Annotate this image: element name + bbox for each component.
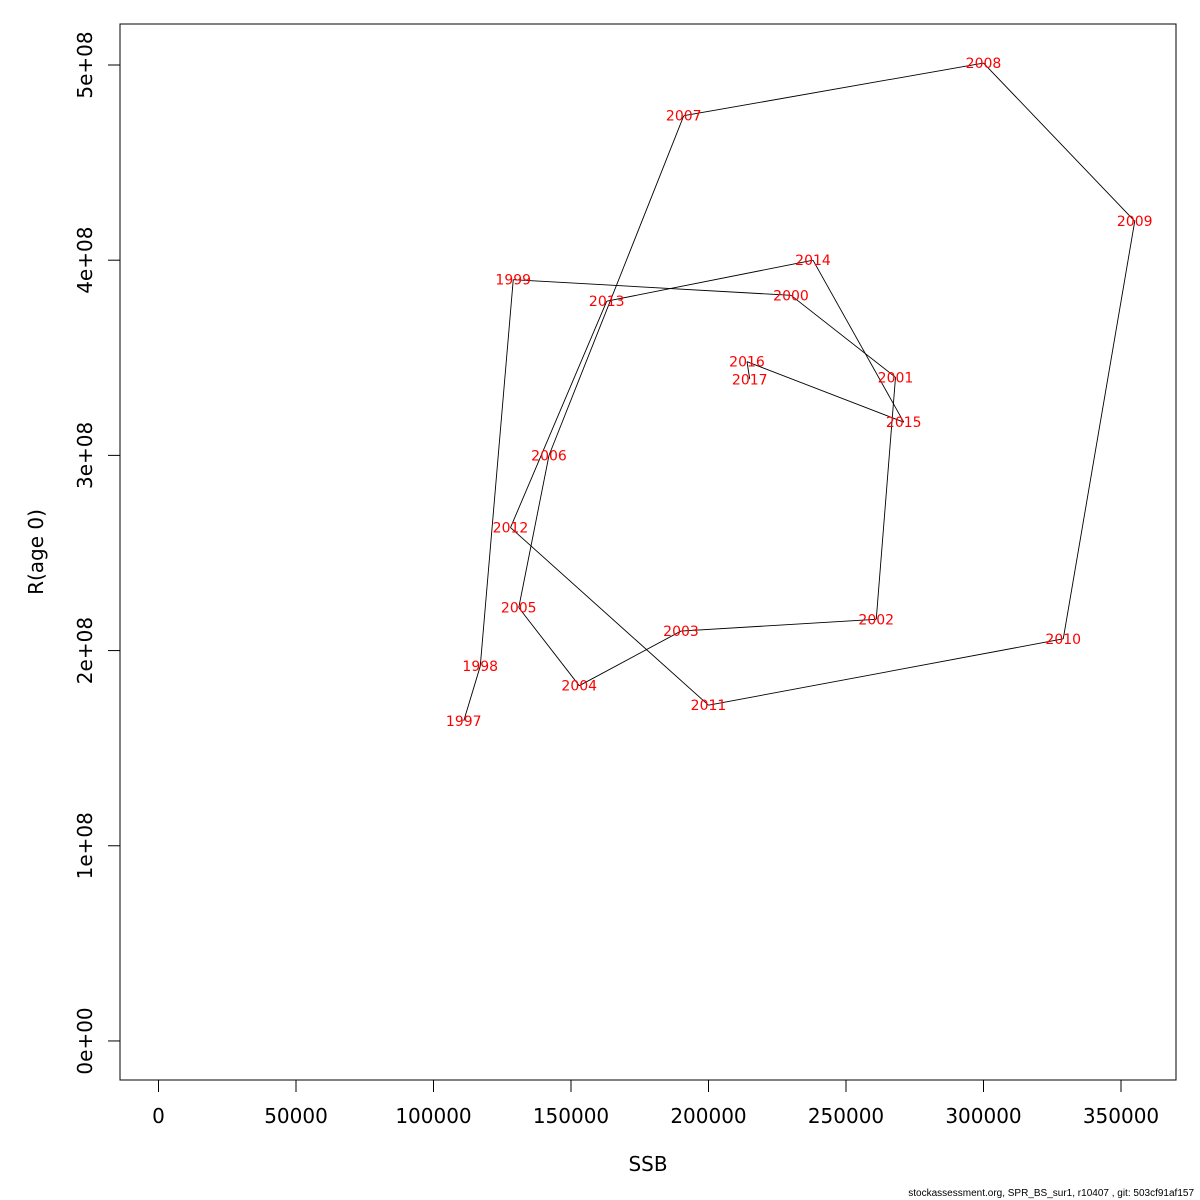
path-segment-2013-2014 <box>606 259 814 302</box>
path-segment-2005-2006 <box>518 455 550 608</box>
path-segment-2010-2011 <box>708 638 1064 706</box>
x-tick-label: 350000 <box>1083 1104 1159 1128</box>
year-label-2005: 2005 <box>501 601 537 617</box>
path-segment-1999-2000 <box>513 279 792 296</box>
year-label-1998: 1998 <box>462 659 498 675</box>
year-label-2016: 2016 <box>729 355 765 371</box>
year-labels: 1997 1998 1999 2000 2001 2002 2003 2004 2005 2006… <box>446 56 1153 730</box>
path-segment-2014-2015 <box>812 259 905 423</box>
year-label-2000: 2000 <box>773 288 809 304</box>
y-axis-title: R(age 0) <box>24 509 48 595</box>
path-segment-2000-2001 <box>790 294 896 378</box>
path-segment-2006-2007 <box>548 115 685 456</box>
year-label-2012: 2012 <box>493 521 529 537</box>
year-label-1999: 1999 <box>495 273 531 289</box>
year-label-2001: 2001 <box>878 370 914 386</box>
year-label-2013: 2013 <box>589 294 625 310</box>
x-tick-label: 300000 <box>945 1104 1021 1128</box>
y-tick-label: 1e+08 <box>73 812 97 879</box>
year-label-1997: 1997 <box>446 714 482 730</box>
x-tick-label: 200000 <box>670 1104 746 1128</box>
year-label-2014: 2014 <box>795 253 831 269</box>
y-axis: 0e+00 1e+08 2e+08 3e+08 4e+08 5e+08 <box>73 31 121 1075</box>
path-segment-2016-2017 <box>746 361 751 380</box>
ssb-recruitment-path <box>463 62 1136 721</box>
year-label-2008: 2008 <box>966 56 1002 72</box>
x-tick-label: 0 <box>152 1104 165 1128</box>
path-segment-2011-2012 <box>510 527 709 706</box>
path-segment-2012-2013 <box>510 300 608 528</box>
x-axis-title: SSB <box>628 1152 667 1176</box>
y-tick-label: 0e+00 <box>73 1007 97 1074</box>
path-segment-2007-2008 <box>683 62 984 117</box>
path-segment-2015-2016 <box>746 361 904 423</box>
y-tick-label: 4e+08 <box>73 227 97 294</box>
footer-credit: stockassessment.org, SPR_BS_sur1, r10407… <box>908 1188 1194 1199</box>
year-label-2003: 2003 <box>663 624 699 640</box>
y-tick-label: 3e+08 <box>73 422 97 489</box>
x-tick-label: 250000 <box>808 1104 884 1128</box>
path-segment-2001-2002 <box>875 377 896 620</box>
x-tick-label: 150000 <box>533 1104 609 1128</box>
y-tick-label: 2e+08 <box>73 617 97 684</box>
year-label-2007: 2007 <box>666 109 702 125</box>
x-axis: 0 50000 100000 150000 200000 250000 300000 3500… <box>152 1079 1159 1128</box>
path-segment-2004-2005 <box>518 607 580 686</box>
path-segment-2003-2004 <box>579 630 682 687</box>
year-label-2010: 2010 <box>1045 632 1081 648</box>
x-tick-label: 50000 <box>264 1104 328 1128</box>
path-segment-1997-1998 <box>463 666 481 721</box>
year-label-2006: 2006 <box>531 448 567 464</box>
plot-frame <box>119 23 1177 1081</box>
path-segment-1998-1999 <box>479 279 514 667</box>
path-segment-2009-2010 <box>1062 221 1136 639</box>
year-label-2015: 2015 <box>886 415 922 431</box>
year-label-2011: 2011 <box>691 698 727 714</box>
year-label-2004: 2004 <box>561 679 597 695</box>
path-segment-2008-2009 <box>983 62 1136 222</box>
year-label-2009: 2009 <box>1117 214 1153 230</box>
year-label-2002: 2002 <box>858 612 894 628</box>
x-tick-label: 100000 <box>395 1104 471 1128</box>
year-label-2017: 2017 <box>732 372 768 388</box>
path-segment-2002-2003 <box>680 618 877 632</box>
y-tick-label: 5e+08 <box>73 31 97 98</box>
